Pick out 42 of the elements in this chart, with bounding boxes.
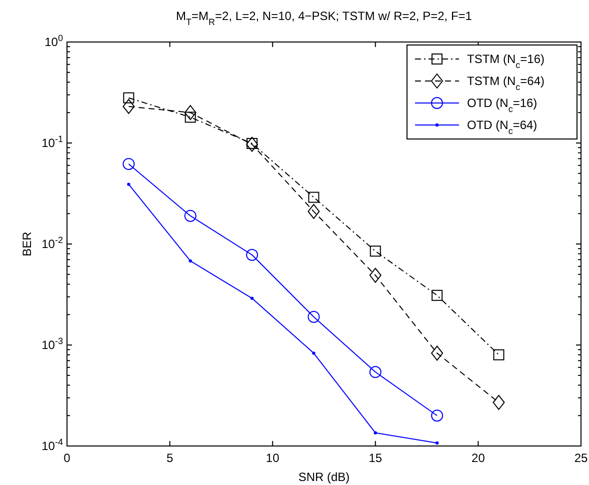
point xyxy=(184,105,196,120)
x-axis-title: SNR (dB) xyxy=(298,470,350,484)
point xyxy=(308,192,320,203)
point xyxy=(370,246,381,257)
x-tick-label: 5 xyxy=(166,451,174,465)
y-tick-label: 10$^{-2}$ xyxy=(42,235,63,251)
legend-label: OTD (N$_{c}$=64) xyxy=(467,118,538,136)
point xyxy=(122,158,135,170)
y-tick-label: 10$^{-4}$ xyxy=(42,437,63,453)
x-tick-label: 0 xyxy=(64,451,71,465)
x-tick-label: 25 xyxy=(574,451,588,465)
point xyxy=(435,441,439,445)
point xyxy=(432,290,443,301)
y-tick-label: 10$^{0}$ xyxy=(44,33,63,49)
point xyxy=(308,310,320,323)
point xyxy=(246,136,258,152)
point xyxy=(308,204,320,219)
point xyxy=(312,352,316,355)
y-tick-label: 10$^{-1}$ xyxy=(42,134,63,150)
point xyxy=(246,248,258,261)
legend-label: TSTM (N$_{c}$=64) xyxy=(467,74,545,92)
x-tick-label: 20 xyxy=(472,451,486,465)
y-tick-label: 10$^{-3}$ xyxy=(42,336,63,352)
point xyxy=(123,92,134,104)
point xyxy=(374,431,377,434)
y-axis-title: BER xyxy=(20,231,34,256)
point xyxy=(431,410,444,422)
point xyxy=(369,366,382,378)
point xyxy=(250,296,254,300)
point xyxy=(493,349,504,360)
x-tick-label: 10 xyxy=(266,451,280,465)
point xyxy=(369,268,382,283)
point xyxy=(127,182,130,186)
point xyxy=(431,346,444,361)
x-tick-label: 15 xyxy=(368,451,382,465)
point xyxy=(184,210,196,222)
legend-label: OTD (N$_{c}$=16) xyxy=(467,96,538,114)
chart-title: M$_{T}$=M$_{R}$=2, L=2, N=10, 4−PSK; TSTM w/ R=2, P=2, F=1 xyxy=(176,9,472,27)
legend-label: TSTM (N$_{c}$=16) xyxy=(467,52,545,70)
point xyxy=(122,98,135,114)
point xyxy=(188,259,192,263)
point xyxy=(492,394,505,410)
